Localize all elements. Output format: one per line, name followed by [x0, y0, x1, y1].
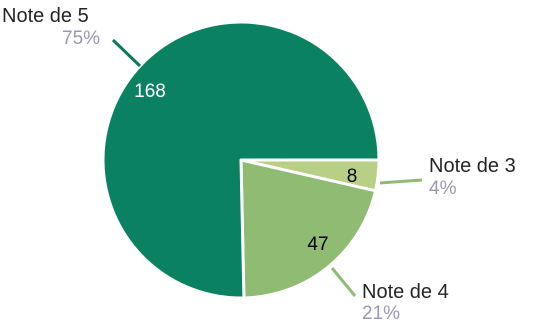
- slice-label-note-3: Note de 3: [429, 155, 516, 177]
- leader-line-note-3: [380, 180, 422, 183]
- leader-line-note-4: [332, 268, 355, 296]
- leader-line-note-5: [113, 40, 140, 66]
- slice-value-note-3: 8: [347, 166, 358, 187]
- pie-slices: [103, 22, 379, 298]
- slice-value-note-5: 168: [134, 81, 166, 102]
- slice-percent-note-5: 75%: [62, 28, 100, 49]
- slice-label-note-5: Note de 5: [2, 5, 89, 27]
- slice-label-note-4: Note de 4: [362, 281, 449, 303]
- slice-percent-note-3: 4%: [429, 178, 457, 199]
- slice-value-note-4: 47: [307, 234, 328, 255]
- slice-percent-note-4: 21%: [362, 303, 400, 324]
